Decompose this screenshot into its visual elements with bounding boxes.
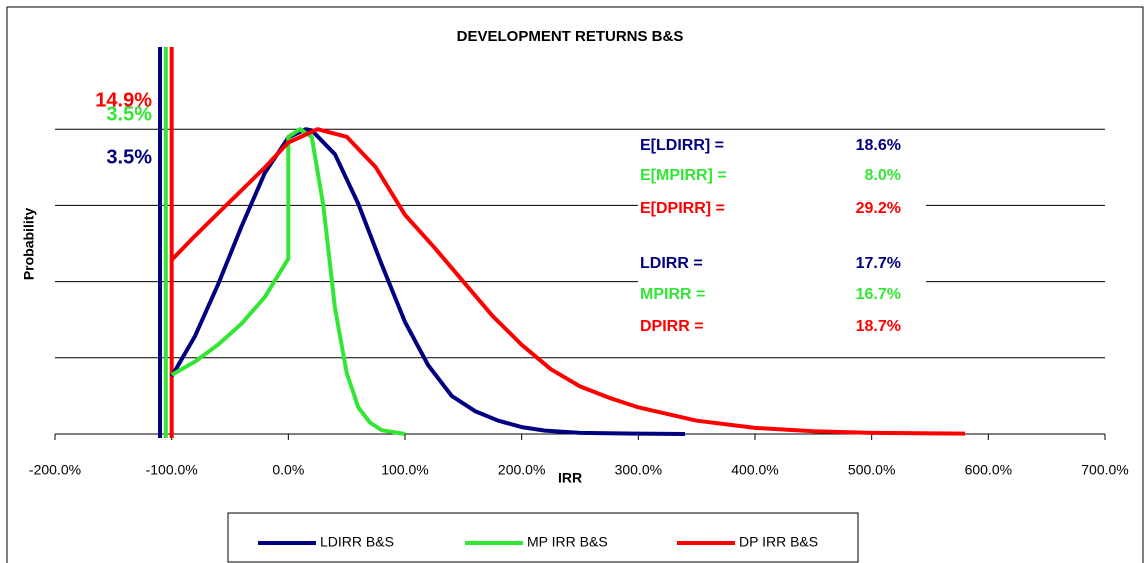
- x-tick-label: 600.0%: [965, 462, 1012, 478]
- stat-label: MPIRR =: [640, 286, 705, 303]
- y-axis-label: Probability: [21, 208, 37, 281]
- stat-value: 8.0%: [865, 167, 901, 184]
- legend-label: LDIRR B&S: [320, 534, 394, 550]
- chart-title: DEVELOPMENT RETURNS B&S: [457, 28, 684, 45]
- x-tick-label: -200.0%: [29, 462, 81, 478]
- x-tick-label: -100.0%: [146, 462, 198, 478]
- x-tick-label: 0.0%: [272, 462, 304, 478]
- stat-label: E[LDIRR] =: [640, 137, 724, 154]
- annotation: 3.5%: [106, 146, 152, 168]
- stat-value: 16.7%: [856, 286, 901, 303]
- stat-label: DPIRR =: [640, 318, 704, 335]
- stat-value: 18.7%: [856, 318, 901, 335]
- x-tick-label: 400.0%: [731, 462, 778, 478]
- legend-label: MP IRR B&S: [527, 534, 608, 550]
- x-tick-label: 700.0%: [1081, 462, 1128, 478]
- x-axis-label: IRR: [558, 470, 582, 486]
- stat-value: 18.6%: [856, 137, 901, 154]
- stat-label: E[MPIRR] =: [640, 167, 727, 184]
- x-tick-label: 200.0%: [498, 462, 545, 478]
- stat-value: 17.7%: [856, 255, 901, 272]
- chart-border: [6, 6, 1144, 563]
- x-tick-label: 300.0%: [615, 462, 662, 478]
- series-line: [169, 127, 686, 436]
- series-line: [170, 127, 966, 436]
- stats-box: [638, 131, 926, 343]
- x-tick-label: 100.0%: [381, 462, 428, 478]
- legend: [227, 512, 859, 563]
- legend-label: DP IRR B&S: [739, 534, 818, 550]
- annotation: 3.5%: [106, 103, 152, 125]
- stat-value: 29.2%: [856, 200, 901, 217]
- x-tick-label: 500.0%: [848, 462, 895, 478]
- stat-label: LDIRR =: [640, 255, 703, 272]
- stat-label: E[DPIRR] =: [640, 200, 725, 217]
- annotation: 14.9%: [95, 89, 152, 111]
